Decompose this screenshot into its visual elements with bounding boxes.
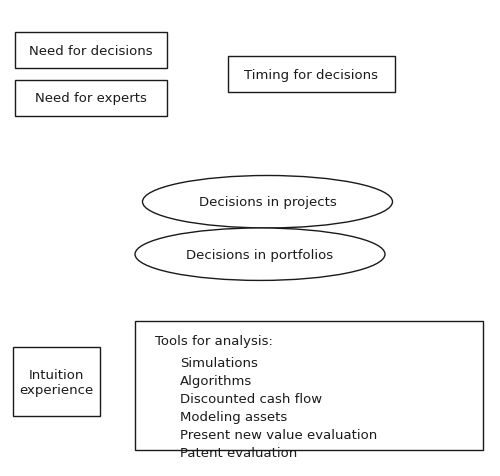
Ellipse shape [142, 176, 392, 228]
Text: Present new value evaluation: Present new value evaluation [180, 428, 378, 441]
FancyBboxPatch shape [228, 57, 395, 93]
FancyBboxPatch shape [135, 321, 482, 450]
Text: Simulations: Simulations [180, 356, 258, 369]
Text: Decisions in portfolios: Decisions in portfolios [186, 248, 334, 261]
Ellipse shape [135, 228, 385, 281]
FancyBboxPatch shape [12, 347, 100, 416]
FancyBboxPatch shape [15, 33, 168, 69]
Text: Modeling assets: Modeling assets [180, 410, 287, 423]
Text: Decisions in projects: Decisions in projects [198, 196, 336, 209]
Text: Intuition
experience: Intuition experience [19, 368, 94, 396]
Text: Timing for decisions: Timing for decisions [244, 69, 378, 81]
Text: Patent evaluation: Patent evaluation [180, 446, 297, 459]
Text: Need for decisions: Need for decisions [30, 45, 153, 58]
Text: Need for experts: Need for experts [36, 92, 147, 105]
FancyBboxPatch shape [15, 81, 168, 117]
Text: Algorithms: Algorithms [180, 374, 252, 387]
Text: Tools for analysis:: Tools for analysis: [155, 335, 273, 347]
Text: Discounted cash flow: Discounted cash flow [180, 392, 322, 405]
